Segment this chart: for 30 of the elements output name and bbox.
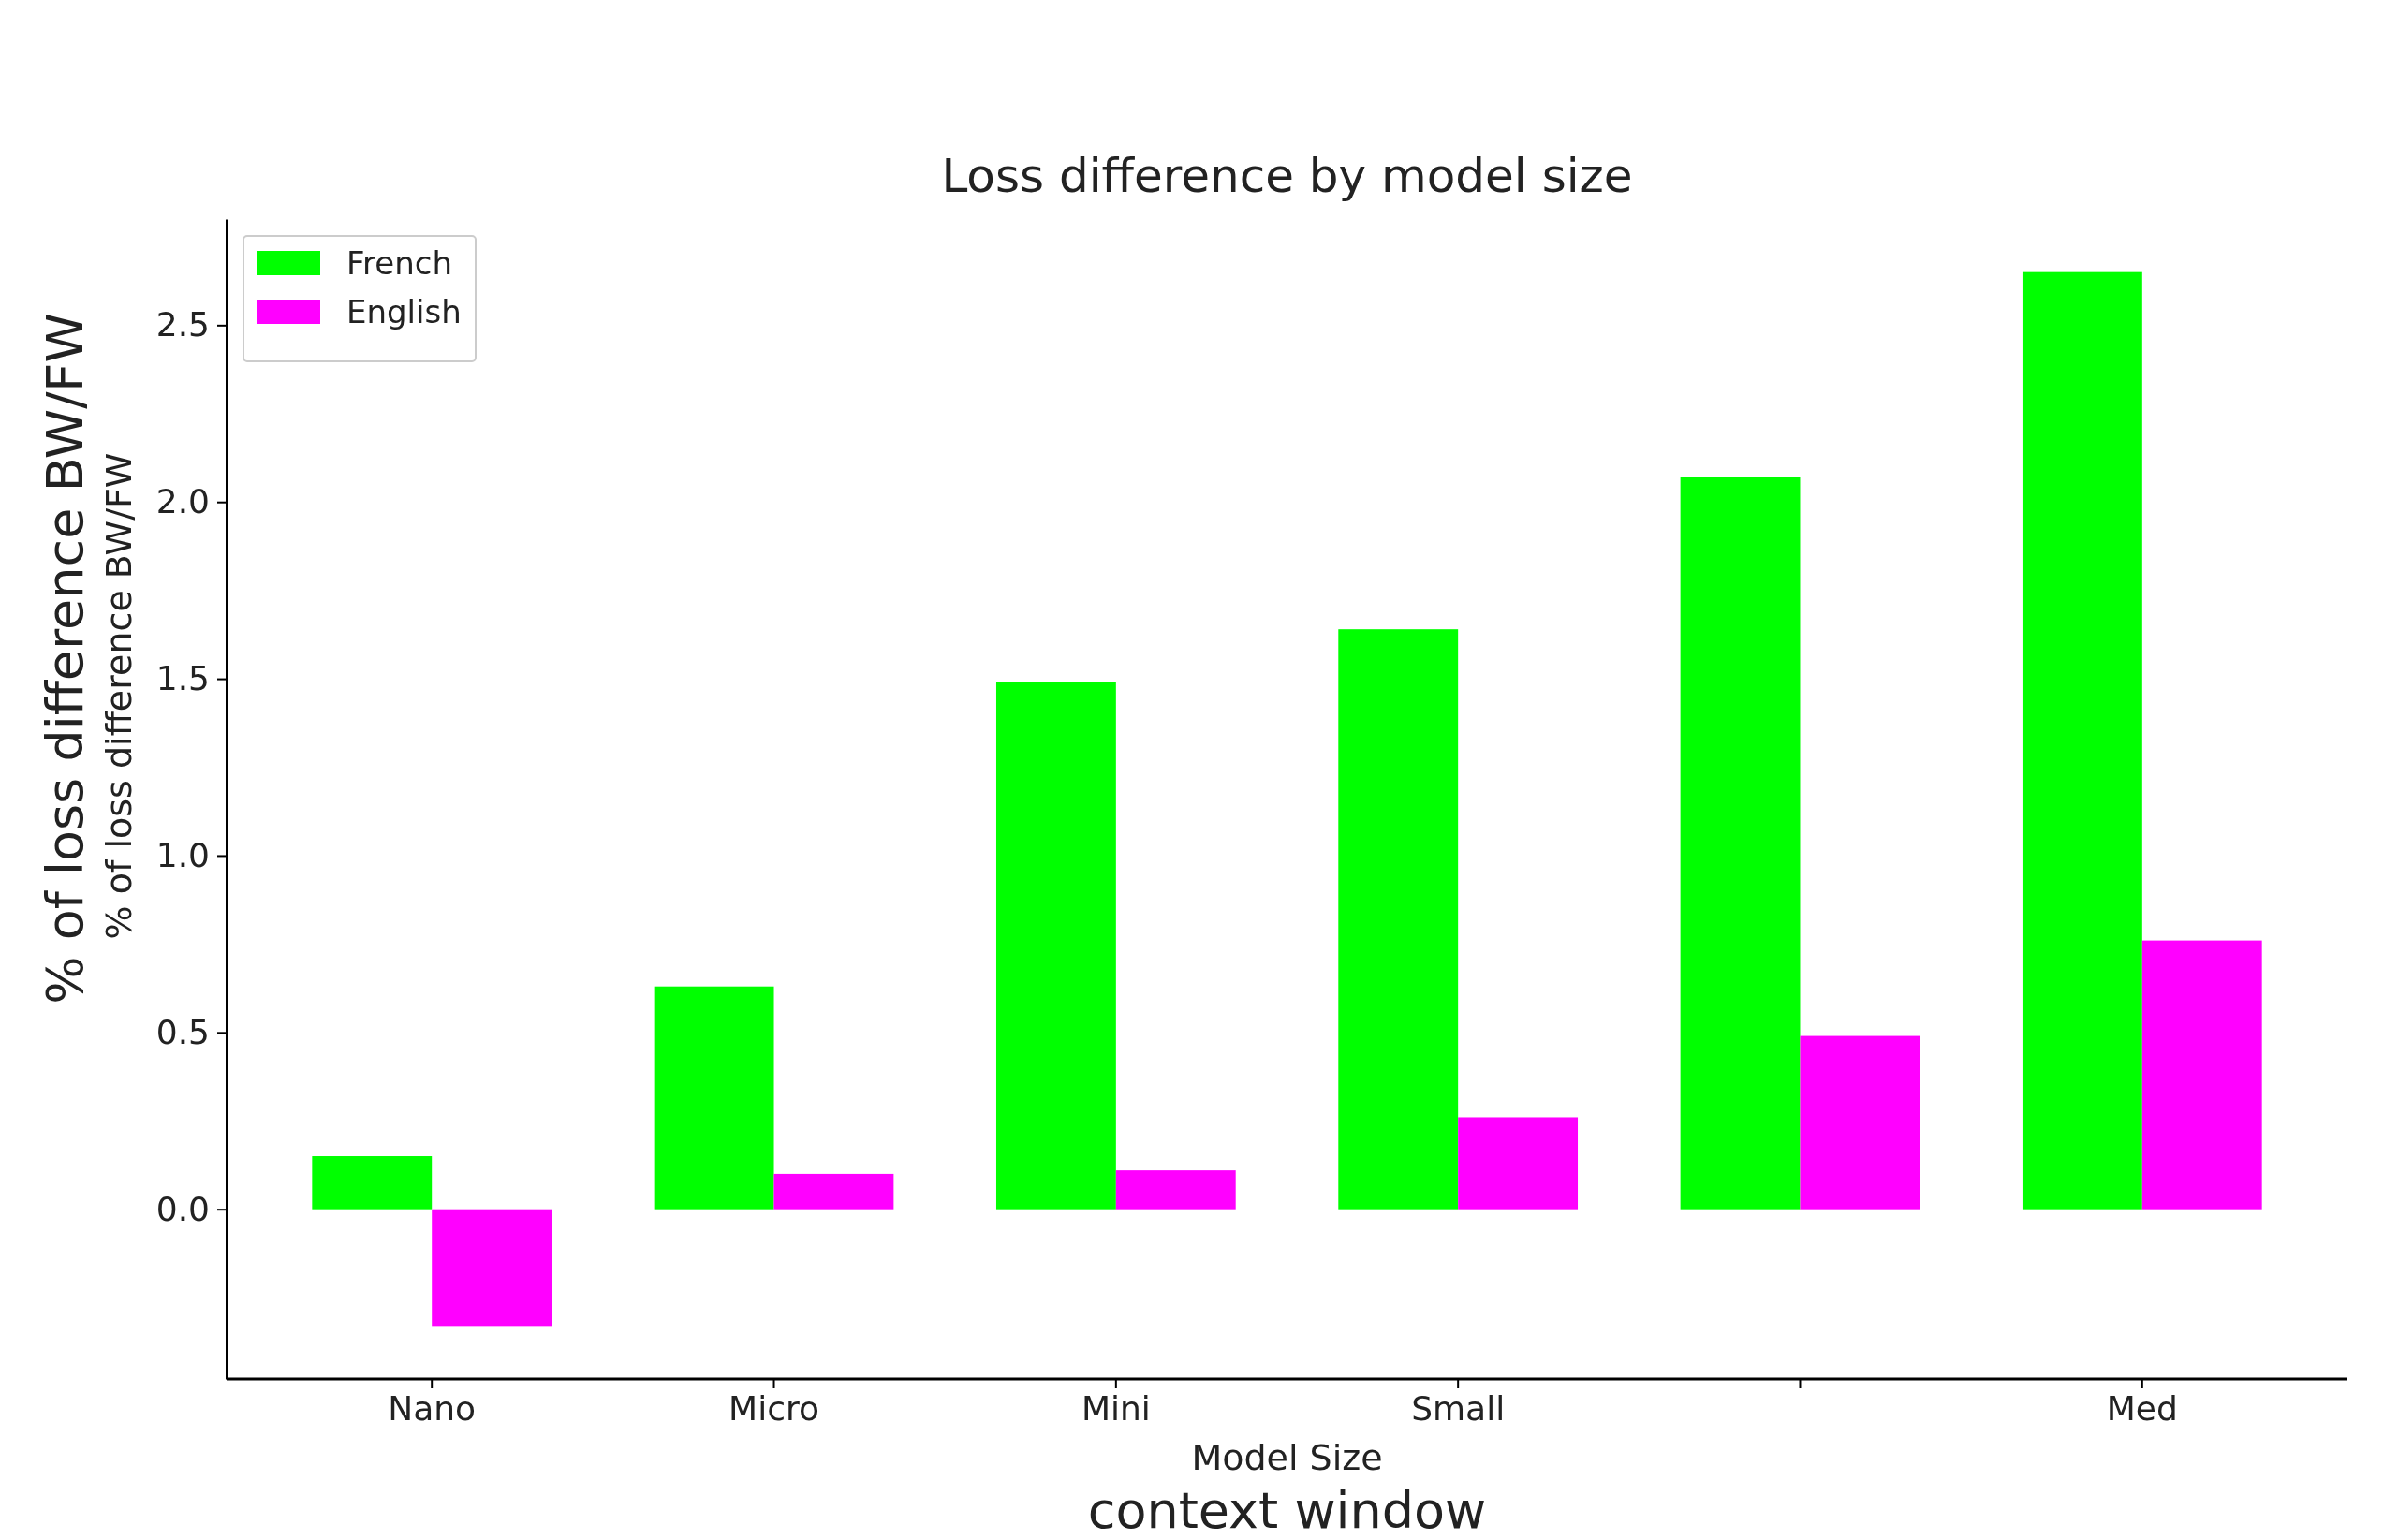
bar — [432, 1209, 552, 1327]
x-tick-label: Micro — [728, 1388, 819, 1428]
y-tick-label: 1.5 — [155, 659, 210, 698]
y-tick-label: 0.5 — [155, 1012, 210, 1051]
legend-label: English — [346, 293, 462, 330]
y-axis-title: % of loss difference BW/FW — [98, 452, 140, 940]
y-tick-label: 2.5 — [155, 305, 210, 345]
chart-title: Loss difference by model size — [941, 149, 1633, 203]
bar — [312, 1156, 433, 1210]
x-axis-title: Model Size — [1191, 1437, 1383, 1478]
text: context window — [1087, 1481, 1487, 1540]
bar — [1458, 1117, 1579, 1210]
x-tick-label: Nano — [388, 1388, 477, 1428]
text: % of loss difference BW/FW — [36, 313, 95, 1005]
bar — [773, 1173, 894, 1210]
x-tick-label: Med — [2106, 1388, 2178, 1428]
bar — [1680, 477, 1801, 1210]
y-tick-label: 0.0 — [155, 1189, 210, 1228]
bar — [1800, 1035, 1920, 1210]
legend-label: French — [346, 244, 453, 282]
bar — [1338, 629, 1459, 1210]
bar — [654, 986, 774, 1210]
bar — [2141, 940, 2262, 1210]
bar — [995, 682, 1116, 1210]
y-tick-label: 2.0 — [155, 482, 210, 521]
x-tick-label: Small — [1411, 1388, 1506, 1428]
y-tick-label: 1.0 — [155, 835, 210, 874]
bar — [1115, 1170, 1236, 1210]
bar — [2022, 271, 2142, 1210]
x-tick-label: Mini — [1081, 1388, 1151, 1428]
